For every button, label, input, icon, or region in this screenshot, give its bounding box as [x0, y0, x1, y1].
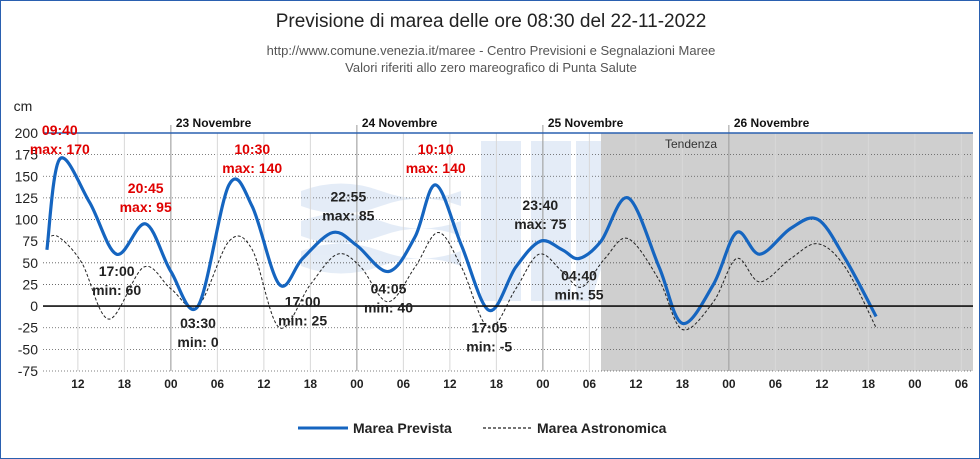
x-tick-label: 06	[397, 377, 411, 391]
annotation-time: 17:00	[285, 293, 321, 309]
x-tick-label: 18	[118, 377, 132, 391]
y-axis-unit: cm	[14, 98, 33, 114]
chart-title: Previsione di marea delle ore 08:30 del …	[276, 11, 707, 32]
annotation-time: 23:40	[522, 197, 558, 213]
x-tick-label: 00	[350, 377, 364, 391]
y-tick-label: -75	[18, 363, 38, 379]
x-tick-label: 00	[722, 377, 736, 391]
y-tick-label: 25	[22, 276, 38, 292]
trend-band	[601, 133, 973, 371]
day-label: 26 Novembre	[734, 116, 810, 130]
annotation-time: 03:30	[180, 315, 216, 331]
reference-line: Valori riferiti allo zero mareografico d…	[345, 60, 637, 75]
annotation-time: 10:10	[418, 141, 454, 157]
y-tick-label: 175	[15, 147, 39, 163]
annotation-time: 04:05	[371, 280, 407, 296]
x-tick-label: 12	[815, 377, 829, 391]
x-tick-label: 00	[164, 377, 178, 391]
y-tick-label: 75	[22, 233, 38, 249]
annotation-value: max: 140	[406, 160, 466, 176]
y-tick-label: 50	[22, 255, 38, 271]
x-tick-label: 18	[676, 377, 690, 391]
legend-label-forecast: Marea Prevista	[353, 420, 452, 436]
annotation-value: min: 40	[364, 299, 413, 315]
trend-label: Tendenza	[665, 137, 717, 151]
annotation-value: max: 140	[222, 160, 282, 176]
x-tick-label: 06	[211, 377, 225, 391]
y-tick-label: 100	[15, 212, 39, 228]
annotation-value: min: 0	[177, 334, 218, 350]
annotation-value: min: 25	[278, 312, 327, 328]
annotation-time: 10:30	[234, 141, 270, 157]
x-tick-label: 00	[536, 377, 550, 391]
x-tick-label: 18	[862, 377, 876, 391]
x-tick-label: 00	[908, 377, 922, 391]
source-line: http://www.comune.venezia.it/maree - Cen…	[267, 43, 716, 58]
y-tick-label: 0	[30, 298, 38, 314]
annotation-time: 17:05	[471, 319, 507, 335]
annotation-time: 20:45	[128, 180, 164, 196]
annotation-value: max: 95	[120, 199, 172, 215]
x-tick-label: 12	[71, 377, 85, 391]
series-forecast-line	[45, 156, 878, 326]
annotation-time: 09:40	[42, 122, 78, 138]
x-tick-label: 06	[583, 377, 597, 391]
x-tick-label: 12	[629, 377, 643, 391]
x-tick-label: 06	[769, 377, 783, 391]
x-tick-label: 06	[955, 377, 969, 391]
x-tick-label: 18	[304, 377, 318, 391]
x-tick-label: 12	[443, 377, 457, 391]
legend-label-astronomical: Marea Astronomica	[537, 420, 667, 436]
annotation-value: max: 85	[322, 208, 374, 224]
y-tick-label: -25	[18, 320, 38, 336]
annotation-value: max: 170	[30, 141, 90, 157]
y-tick-label: 200	[15, 125, 39, 141]
y-tick-label: 125	[15, 190, 39, 206]
legend: Marea Prevista Marea Astronomica	[298, 420, 667, 436]
annotation-value: min: 60	[92, 282, 141, 298]
annotation-value: min: 55	[555, 286, 604, 302]
annotation-time: 17:00	[99, 263, 135, 279]
series-astronomical-line	[46, 232, 877, 331]
annotation-time: 22:55	[330, 189, 366, 205]
y-tick-label: -50	[18, 341, 38, 357]
day-label: 23 Novembre	[176, 116, 252, 130]
y-tick-label: 150	[15, 168, 39, 184]
annotation-value: min: -5	[466, 338, 512, 354]
x-tick-label: 12	[257, 377, 271, 391]
day-label: 25 Novembre	[548, 116, 624, 130]
day-label: 24 Novembre	[362, 116, 438, 130]
x-tick-label: 18	[490, 377, 504, 391]
annotation-time: 04:40	[561, 267, 597, 283]
annotation-value: max: 75	[514, 216, 566, 232]
